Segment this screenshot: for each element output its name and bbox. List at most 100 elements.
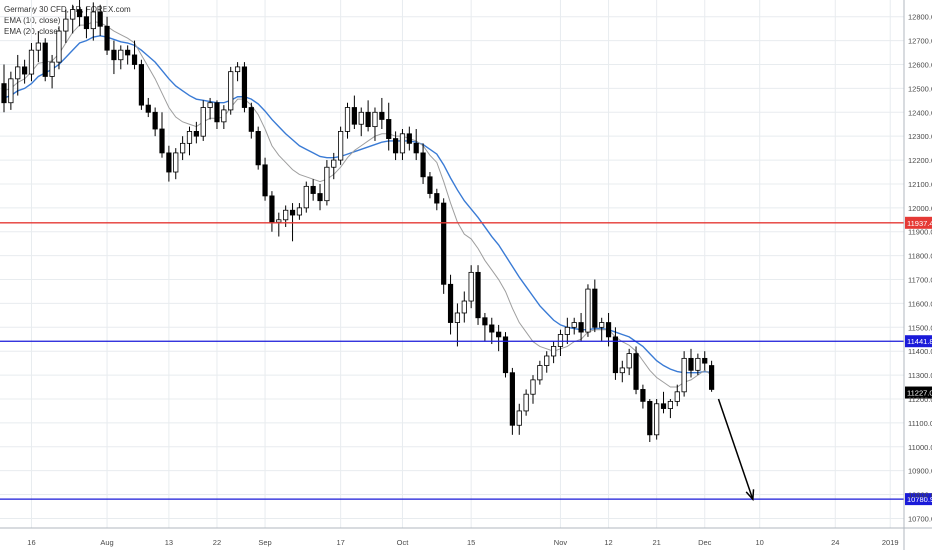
- candle-body: [296, 207, 303, 216]
- x-tick-label: Nov: [554, 538, 568, 547]
- candle-body: [509, 372, 515, 426]
- candle: [496, 324, 502, 352]
- candle-body: [180, 142, 186, 154]
- candle-body: [214, 102, 220, 123]
- candle-body: [619, 367, 625, 374]
- candle-body: [599, 322, 605, 328]
- price-line-tag: [905, 335, 932, 348]
- candle: [441, 198, 447, 294]
- candle: [482, 312, 488, 342]
- candle-body: [633, 353, 639, 390]
- candle-body: [131, 54, 138, 65]
- time-axis[interactable]: 16 Aug 13 22 Sep 17 Oct 15 Nov 12 21 Dec 10 24 2019: [0, 527, 932, 547]
- candle: [83, 7, 90, 39]
- x-tick-label: Dec: [698, 538, 712, 547]
- x-tick-label: 12: [604, 538, 612, 547]
- candle: [447, 274, 454, 335]
- candle-body: [640, 389, 646, 402]
- candle-body: [427, 176, 433, 194]
- candle-body: [399, 133, 406, 154]
- candle: [234, 62, 241, 82]
- candle: [585, 284, 591, 337]
- candle: [413, 129, 419, 161]
- candle: [166, 145, 172, 182]
- price-line-label: 11441.8: [907, 337, 932, 346]
- candle-body: [612, 336, 619, 374]
- y-tick-label: 10900.0: [908, 467, 932, 476]
- candle-body: [283, 209, 289, 221]
- candle: [276, 212, 282, 237]
- price-line-tag: [905, 493, 932, 506]
- candle: [221, 105, 227, 130]
- candle-body: [544, 355, 550, 366]
- candle-body: [228, 71, 234, 111]
- y-tick-label: 11600.0: [908, 299, 932, 308]
- candle: [283, 205, 289, 227]
- candle-body: [331, 159, 337, 168]
- candle-body: [303, 185, 309, 209]
- candle: [269, 191, 275, 232]
- candle: [516, 403, 522, 435]
- candle: [193, 121, 199, 144]
- candle-body: [166, 152, 172, 173]
- candle: [427, 172, 433, 199]
- candle: [564, 317, 570, 345]
- candle: [420, 143, 426, 184]
- y-tick-label: 12600.0: [908, 61, 932, 70]
- candle: [475, 265, 481, 325]
- candle: [626, 348, 632, 376]
- candle: [612, 327, 619, 380]
- candle-body: [688, 357, 694, 371]
- candle-body: [358, 111, 364, 125]
- candle: [207, 97, 213, 120]
- candle: [399, 129, 406, 161]
- candle: [344, 102, 351, 139]
- candle-body: [104, 25, 110, 51]
- candle-body: [475, 271, 481, 319]
- price-lines[interactable]: 11937.4 11441.8 10780.9 11227.0: [0, 216, 932, 506]
- legend-ema20: EMA (20, close): [4, 27, 61, 36]
- candle-body: [434, 193, 440, 204]
- candle: [214, 100, 220, 130]
- candle: [702, 351, 708, 371]
- ema-lines: [3, 20, 712, 388]
- candle: [599, 317, 605, 342]
- y-tick-label: 11000.0: [908, 443, 932, 452]
- candle-body: [502, 336, 509, 374]
- candle: [372, 107, 378, 141]
- candle: [118, 45, 124, 70]
- candle: [8, 71, 14, 110]
- candle: [557, 329, 564, 356]
- candle: [681, 351, 687, 397]
- candle: [537, 360, 543, 385]
- candle: [324, 160, 330, 206]
- candle-body: [8, 78, 14, 104]
- candle: [104, 16, 110, 55]
- candle-body: [626, 353, 632, 369]
- candle-body: [22, 66, 28, 75]
- x-tick-label: 13: [165, 538, 173, 547]
- y-tick-label: 11700.0: [908, 276, 932, 285]
- candle-body: [138, 64, 144, 106]
- price-axis[interactable]: 12800.0 12700.0 12600.0 12500.0 12400.0 12300…: [903, 0, 932, 550]
- candle: [159, 112, 165, 158]
- projection-arrow: [717, 398, 755, 502]
- candle: [1, 64, 7, 113]
- candle-body: [441, 202, 447, 285]
- candle-body: [523, 393, 529, 412]
- y-tick-label: 11300.0: [908, 371, 932, 380]
- candle-body: [674, 391, 680, 402]
- candle-body: [482, 317, 488, 326]
- candle-body: [537, 365, 543, 381]
- candle: [502, 332, 509, 378]
- candle: [509, 367, 515, 435]
- grid: [0, 0, 904, 528]
- candle: [28, 43, 35, 82]
- candle-body: [276, 219, 282, 223]
- candle-body: [660, 403, 667, 409]
- candle: [523, 389, 529, 416]
- candle: [454, 303, 461, 347]
- candle: [310, 179, 316, 201]
- candle: [15, 54, 21, 96]
